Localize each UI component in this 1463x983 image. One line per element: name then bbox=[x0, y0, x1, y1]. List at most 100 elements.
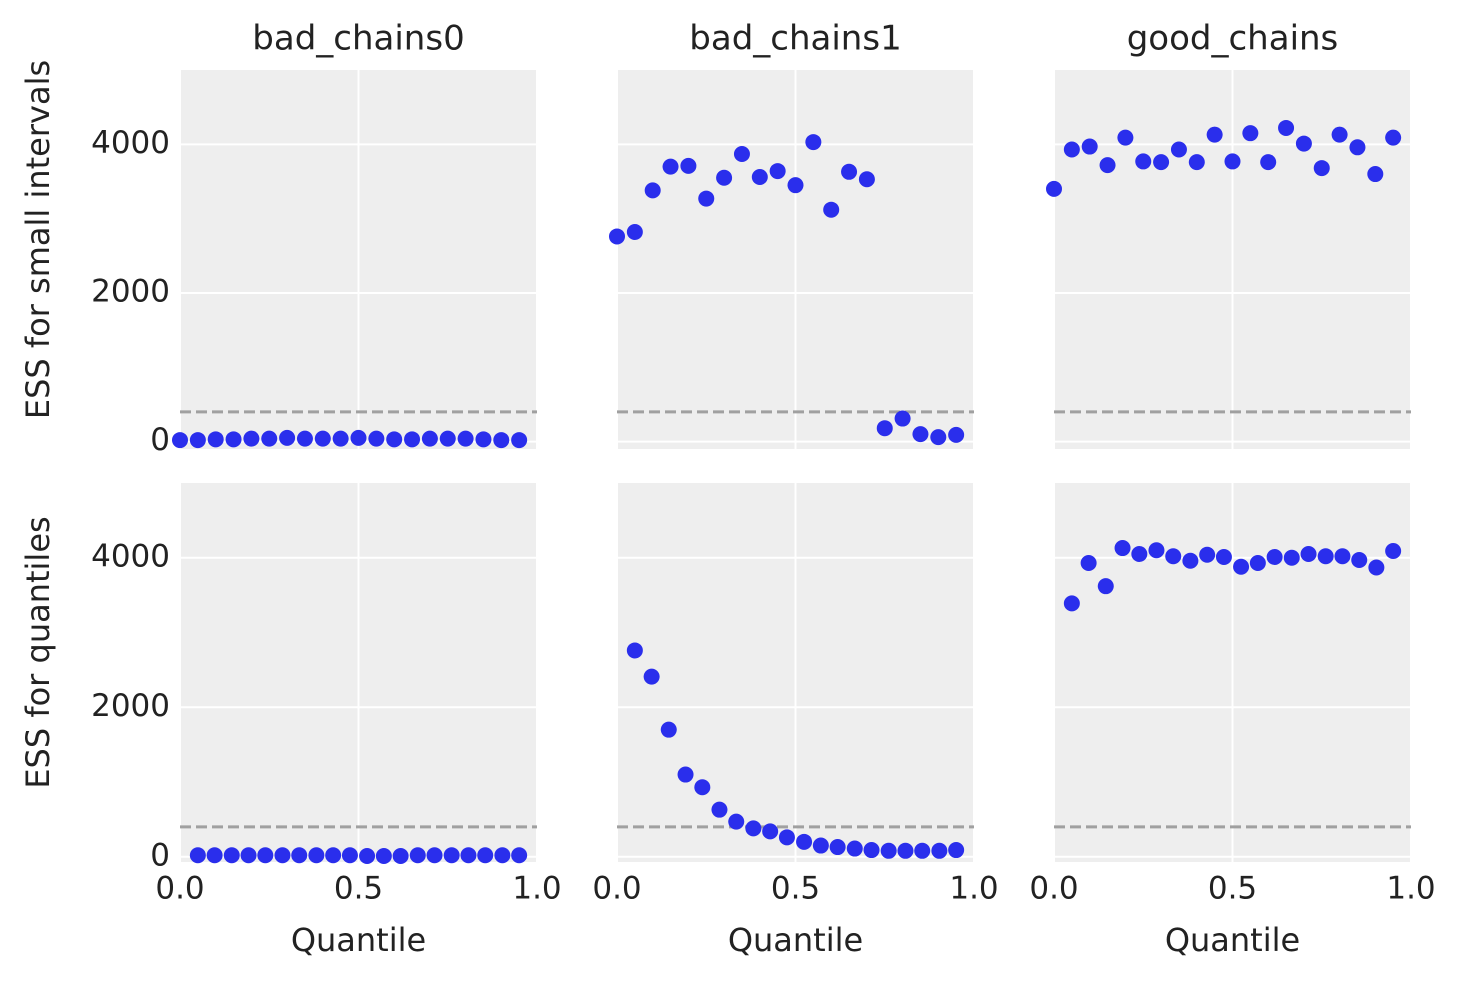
x-tick-label: 0.0 bbox=[155, 871, 204, 907]
point bbox=[172, 432, 188, 449]
point bbox=[494, 847, 511, 864]
point bbox=[386, 431, 403, 448]
point bbox=[829, 839, 846, 856]
point bbox=[1367, 166, 1384, 183]
subplot-title: good_chains bbox=[1127, 19, 1339, 59]
point bbox=[1334, 548, 1351, 565]
point bbox=[894, 410, 911, 427]
x-tick-label: 0.0 bbox=[1029, 871, 1078, 907]
subplot-title: bad_chains1 bbox=[689, 19, 901, 59]
point bbox=[325, 847, 342, 864]
point bbox=[368, 430, 385, 447]
point bbox=[1351, 551, 1368, 568]
point bbox=[880, 842, 897, 859]
point bbox=[863, 842, 880, 859]
point bbox=[609, 228, 625, 245]
point bbox=[308, 847, 325, 864]
point bbox=[206, 847, 223, 864]
point bbox=[1283, 549, 1300, 566]
point bbox=[769, 163, 786, 180]
point bbox=[698, 190, 715, 207]
point bbox=[677, 766, 694, 783]
point bbox=[1385, 129, 1402, 146]
point bbox=[1278, 119, 1295, 136]
y-tick-label: 4000 bbox=[91, 125, 170, 161]
point bbox=[846, 840, 863, 857]
point bbox=[475, 431, 492, 448]
point bbox=[1233, 558, 1250, 575]
point bbox=[1295, 135, 1312, 152]
point bbox=[1249, 554, 1266, 571]
point bbox=[948, 842, 965, 859]
point bbox=[189, 432, 206, 449]
point bbox=[1242, 125, 1259, 142]
point bbox=[823, 201, 840, 218]
point bbox=[359, 848, 376, 865]
point bbox=[751, 169, 768, 186]
point bbox=[375, 848, 392, 865]
x-tick-label: 0.5 bbox=[771, 871, 820, 907]
point bbox=[460, 847, 477, 864]
point bbox=[858, 171, 875, 188]
point bbox=[1170, 141, 1187, 158]
point bbox=[1215, 549, 1232, 566]
y-tick-label: 2000 bbox=[91, 273, 170, 309]
y-tick-label: 0 bbox=[150, 837, 170, 873]
point bbox=[404, 431, 421, 448]
point bbox=[1266, 549, 1283, 566]
point bbox=[1097, 578, 1114, 595]
point bbox=[716, 169, 733, 186]
point bbox=[694, 779, 711, 796]
point bbox=[1224, 153, 1241, 170]
point bbox=[660, 721, 677, 738]
point bbox=[1081, 138, 1098, 155]
point bbox=[426, 847, 443, 864]
point bbox=[477, 847, 494, 864]
point bbox=[457, 430, 474, 447]
point bbox=[1317, 548, 1334, 565]
subplot-title: bad_chains0 bbox=[252, 19, 464, 59]
point bbox=[762, 823, 779, 840]
point bbox=[207, 431, 224, 448]
point bbox=[1117, 129, 1134, 146]
point bbox=[680, 157, 697, 174]
y-tick-label: 4000 bbox=[91, 538, 170, 574]
x-tick-label: 0.0 bbox=[592, 871, 641, 907]
point bbox=[914, 842, 931, 859]
point bbox=[812, 837, 829, 854]
point bbox=[511, 847, 528, 864]
point bbox=[421, 430, 438, 447]
x-axis-label: Quantile bbox=[291, 921, 426, 959]
point bbox=[1165, 548, 1182, 565]
point bbox=[1099, 157, 1116, 174]
point bbox=[778, 829, 795, 846]
point bbox=[643, 668, 660, 685]
point bbox=[240, 847, 257, 864]
point bbox=[626, 224, 643, 241]
point bbox=[626, 642, 643, 659]
point bbox=[314, 430, 331, 447]
point bbox=[662, 158, 679, 175]
point bbox=[728, 813, 745, 830]
point bbox=[948, 426, 965, 443]
point bbox=[931, 842, 948, 859]
point bbox=[511, 432, 528, 449]
point bbox=[841, 163, 858, 180]
point bbox=[223, 847, 240, 864]
x-axis-label: Quantile bbox=[728, 921, 863, 959]
x-tick-label: 1.0 bbox=[949, 871, 998, 907]
point bbox=[1385, 543, 1402, 560]
point bbox=[1135, 153, 1152, 170]
point bbox=[1080, 554, 1097, 571]
point bbox=[243, 430, 260, 447]
point bbox=[1148, 542, 1165, 559]
x-tick-label: 0.5 bbox=[1208, 871, 1257, 907]
point bbox=[930, 429, 947, 446]
point bbox=[1260, 154, 1277, 171]
point bbox=[443, 847, 460, 864]
point bbox=[1046, 180, 1062, 197]
point bbox=[912, 426, 929, 443]
point bbox=[1300, 546, 1317, 563]
x-tick-label: 1.0 bbox=[512, 871, 561, 907]
